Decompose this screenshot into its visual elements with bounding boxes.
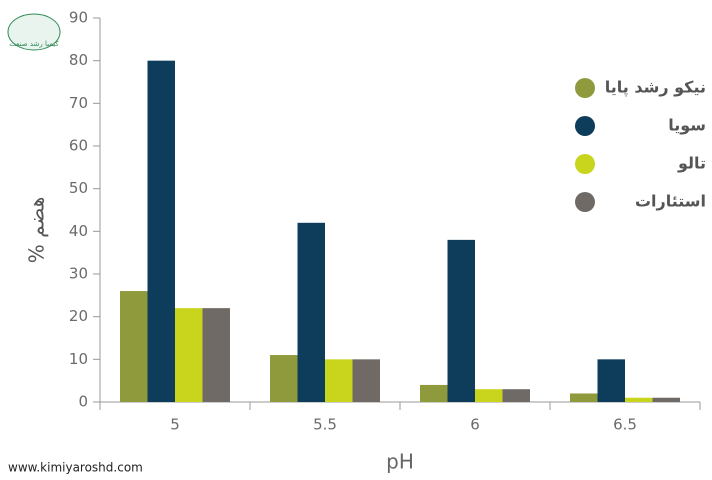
y-tick-label: 60 [69, 137, 88, 155]
y-tick-label: 30 [69, 265, 88, 283]
bar [325, 359, 353, 402]
y-tick-label: 40 [69, 222, 88, 240]
bar [147, 60, 175, 403]
x-tick-label: 6.5 [613, 416, 637, 434]
legend-marker [575, 192, 595, 212]
legend-marker [575, 154, 595, 174]
legend-label: سویا [668, 116, 706, 135]
y-tick-label: 80 [69, 51, 88, 69]
y-tick-label: 0 [78, 393, 88, 411]
bar [570, 393, 598, 402]
logo-badge [7, 13, 61, 51]
bar [475, 389, 503, 402]
bar [270, 355, 298, 402]
website: www.kimiyaroshd.com [8, 461, 143, 475]
y-tick-label: 10 [69, 350, 88, 368]
legend-label: تالو [677, 154, 706, 173]
x-tick-label: 5 [170, 416, 180, 434]
legend-label: استئارات [635, 192, 706, 211]
x-axis-label: pH [386, 450, 414, 474]
legend-label: نیکو رشد پایا [605, 78, 706, 98]
bar [597, 359, 625, 402]
y-axis-label: % هضم [25, 197, 49, 264]
bar [202, 308, 230, 402]
bar [652, 397, 680, 402]
y-tick-label: 90 [69, 9, 88, 27]
y-tick-label: 20 [69, 307, 88, 325]
y-tick-label: 70 [69, 94, 88, 112]
bar [175, 308, 203, 402]
bar [447, 239, 475, 402]
bar [502, 389, 530, 402]
legend-marker [575, 116, 595, 136]
x-tick-label: 5.5 [313, 416, 337, 434]
bar [420, 384, 448, 402]
bar [625, 397, 653, 402]
logo: کیمیا رشد صنعت [7, 13, 61, 51]
x-tick-label: 6 [470, 416, 480, 434]
bar [120, 291, 148, 402]
bar [352, 359, 380, 402]
y-tick-label: 50 [69, 179, 88, 197]
bar [297, 222, 325, 402]
legend-marker [575, 78, 595, 98]
logo-text: کیمیا رشد صنعت [9, 40, 59, 48]
